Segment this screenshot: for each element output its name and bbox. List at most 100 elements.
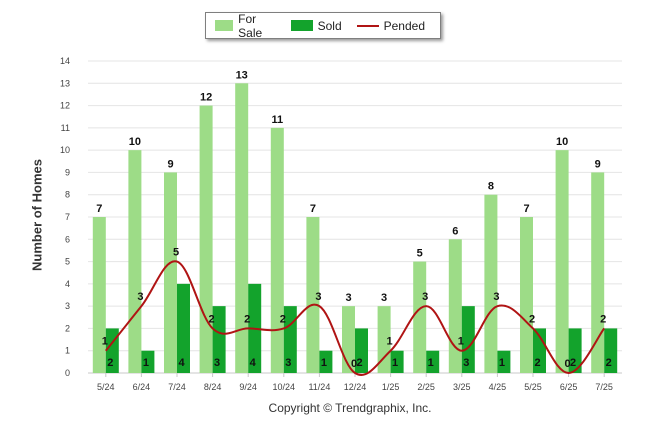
for-sale-bar: [199, 105, 213, 374]
sold-data-label: 2: [606, 357, 612, 369]
for-sale-data-label: 7: [523, 203, 529, 215]
for-sale-data-label: 8: [488, 181, 494, 193]
sold-data-label: 1: [499, 357, 505, 369]
chart-legend: For Sale Sold Pended: [205, 12, 441, 40]
pended-data-label: 3: [493, 291, 499, 303]
for-sale-bar: [484, 194, 498, 373]
y-axis-title: Number of Homes: [29, 159, 45, 271]
for-sale-bar: [377, 306, 391, 373]
sold-bar: [533, 328, 546, 373]
pended-data-label: 0: [565, 358, 571, 370]
pended-data-label: 1: [458, 336, 464, 348]
x-tick-label: 7/24: [168, 382, 186, 392]
sold-bar: [283, 306, 297, 373]
sold-data-label: 3: [285, 357, 291, 369]
sold-data-label: 1: [143, 357, 149, 369]
for-sale-data-label: 3: [345, 292, 351, 304]
y-tick-label: 6: [65, 234, 70, 244]
for-sale-data-label: 6: [452, 225, 458, 237]
sold-bar: [497, 350, 511, 373]
x-tick-label: 6/25: [560, 382, 578, 392]
sold-bar: [177, 283, 190, 373]
x-tick-label: 5/25: [524, 382, 542, 392]
y-tick-label: 12: [60, 101, 70, 111]
pended-data-label: 2: [209, 313, 215, 325]
legend-item-for-sale: For Sale: [215, 12, 276, 40]
sold-data-label: 4: [178, 357, 185, 369]
for-sale-data-label: 10: [129, 136, 141, 148]
sold-data-label: 2: [534, 357, 540, 369]
sold-data-label: 2: [570, 357, 576, 369]
sold-data-label: 3: [463, 357, 469, 369]
for-sale-data-label: 3: [381, 292, 387, 304]
x-tick-label: 12/24: [344, 382, 367, 392]
pended-data-label: 2: [600, 313, 606, 325]
x-tick-label: 9/24: [239, 382, 257, 392]
y-tick-label: 8: [65, 190, 70, 200]
sold-data-label: 1: [321, 357, 327, 369]
y-tick-label: 9: [65, 167, 70, 177]
sold-data-label: 3: [214, 357, 220, 369]
pended-data-label: 5: [173, 247, 179, 259]
for-sale-bar: [164, 172, 177, 373]
sold-data-label: 4: [250, 357, 257, 369]
pended-data-label: 2: [244, 313, 250, 325]
sold-data-label: 1: [392, 357, 398, 369]
sold-data-label: 2: [356, 357, 362, 369]
for-sale-data-label: 10: [556, 136, 568, 148]
y-tick-label: 0: [65, 368, 70, 378]
sold-bar: [355, 328, 368, 373]
y-tick-label: 11: [61, 123, 70, 133]
for-sale-data-label: 11: [271, 114, 283, 126]
x-tick-label: 1/25: [382, 382, 400, 392]
sold-data-label: 2: [107, 357, 113, 369]
sold-data-label: 1: [428, 357, 434, 369]
sold-swatch: [290, 20, 313, 31]
x-tick-label: 7/25: [595, 382, 613, 392]
y-tick-label: 5: [65, 257, 70, 267]
sold-bar: [390, 350, 404, 373]
for-sale-bar: [128, 150, 142, 373]
pended-data-label: 2: [529, 313, 535, 325]
for-sale-data-label: 13: [236, 69, 248, 81]
legend-label-for-sale: For Sale: [238, 11, 263, 40]
x-tick-label: 8/24: [204, 382, 222, 392]
y-tick-label: 3: [65, 301, 70, 311]
pended-data-label: 2: [280, 313, 286, 325]
for-sale-bar: [520, 217, 533, 373]
for-sale-bar: [448, 239, 462, 373]
pended-data-label: 1: [102, 336, 108, 348]
x-tick-label: 4/25: [489, 382, 507, 392]
pended-data-label: 3: [422, 291, 428, 303]
for-sale-bar: [413, 261, 427, 373]
x-tick-label: 11/24: [308, 382, 330, 392]
x-tick-label: 6/24: [133, 382, 151, 392]
legend-label-sold: Sold: [317, 18, 342, 33]
legend-item-pended: Pended: [356, 19, 425, 33]
pended-data-label: 3: [137, 291, 143, 303]
pended-data-label: 0: [351, 358, 357, 370]
y-tick-label: 1: [65, 346, 70, 356]
sold-bar: [141, 350, 155, 373]
sold-bar: [319, 350, 333, 373]
pended-data-label: 3: [315, 291, 321, 303]
sold-bar: [426, 350, 440, 373]
y-tick-label: 13: [60, 78, 70, 88]
for-sale-swatch: [215, 20, 234, 31]
y-tick-label: 2: [65, 323, 70, 333]
for-sale-bar: [270, 127, 284, 373]
for-sale-bar: [342, 306, 355, 373]
sold-bar: [568, 328, 582, 373]
for-sale-data-label: 9: [167, 158, 173, 170]
y-tick-label: 14: [60, 56, 70, 66]
y-tick-label: 4: [65, 279, 70, 289]
for-sale-bar: [555, 150, 569, 373]
pended-data-label: 1: [387, 336, 393, 348]
pended-line: [105, 260, 606, 376]
x-tick-label: 3/25: [453, 382, 471, 392]
legend-item-sold: Sold: [290, 18, 342, 33]
copyright-text: Copyright © Trendgraphix, Inc.: [268, 401, 432, 415]
for-sale-bar: [235, 83, 249, 374]
y-tick-label: 10: [60, 145, 70, 155]
